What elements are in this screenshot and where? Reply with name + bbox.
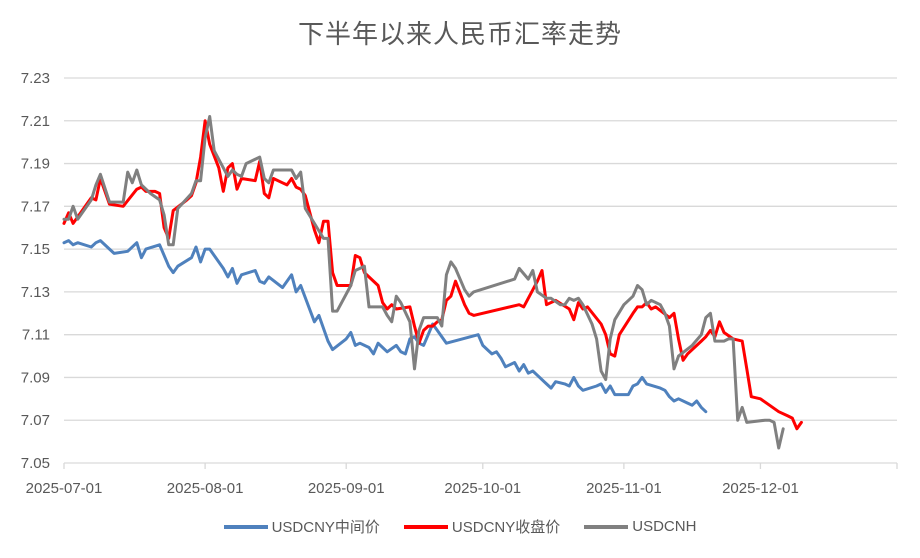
x-axis: 2025-07-01 2025-08-01 2025-09-01 2025-10-01… <box>26 463 898 497</box>
y-tick-label: 7.13 <box>21 284 50 301</box>
x-tick-label: 2025-11-01 <box>586 480 662 497</box>
x-tick-label: 2025-12-01 <box>722 480 799 497</box>
x-tick-label: 2025-07-01 <box>26 480 103 497</box>
y-axis-labels: 7.05 7.07 7.09 7.11 7.13 7.15 7.17 7.19 7.21 7.23 <box>21 70 50 472</box>
y-tick-label: 7.21 <box>21 113 50 130</box>
series-line-0 <box>62 239 708 414</box>
series-line-2 <box>62 115 785 450</box>
y-tick-label: 7.05 <box>21 455 50 472</box>
legend-swatch-blue-icon <box>223 524 268 529</box>
legend-item-usdcny-mid: USDCNY中间价 <box>223 516 380 537</box>
series-line-1 <box>62 119 803 431</box>
legend-swatch-red-icon <box>403 524 448 529</box>
x-tick-label: 2025-08-01 <box>167 480 244 497</box>
y-tick-label: 7.23 <box>21 70 50 87</box>
y-tick-label: 7.11 <box>22 327 50 344</box>
series-lines <box>62 115 803 450</box>
legend-label: USDCNY收盘价 <box>451 519 561 536</box>
legend-swatch-gray-icon <box>584 524 629 529</box>
y-tick-label: 7.09 <box>21 369 50 386</box>
y-tick-label: 7.19 <box>21 156 50 173</box>
y-tick-label: 7.15 <box>21 241 50 258</box>
legend-item-usdcny-close: USDCNY收盘价 <box>403 516 561 537</box>
line-chart-plot: 7.05 7.07 7.09 7.11 7.13 7.15 7.17 7.19 7.21 7.23… <box>21 70 898 497</box>
x-tick-label: 2025-09-01 <box>308 480 385 497</box>
y-tick-label: 7.17 <box>21 198 50 215</box>
legend-label: USDCNH <box>632 518 697 535</box>
x-tick-label: 2025-10-01 <box>444 480 521 497</box>
y-tick-label: 7.07 <box>21 412 50 429</box>
legend: USDCNY中间价 USDCNY收盘价 USDCNH <box>0 516 920 537</box>
chart-title: 下半年以来人民币汇率走势 <box>297 20 622 50</box>
legend-item-usdcnh: USDCNH <box>584 516 696 537</box>
legend-label: USDCNY中间价 <box>271 519 380 536</box>
